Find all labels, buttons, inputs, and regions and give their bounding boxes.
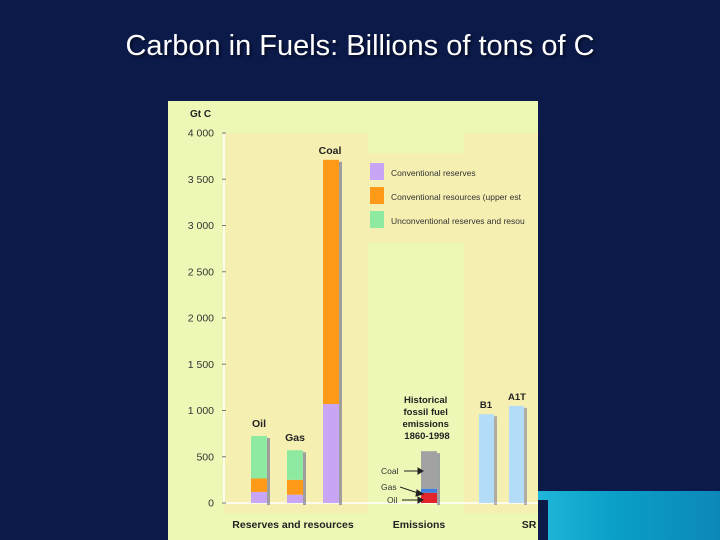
bar-label-oil: Oil <box>252 418 266 430</box>
group-band-reserves <box>224 133 368 513</box>
bar-shadow <box>437 494 440 505</box>
bar-segment-oil-unconventional <box>251 435 267 479</box>
legend-label-conventional-reserves: Conventional reserves <box>391 168 476 178</box>
bar-segment-gas-conventional-reserves <box>287 494 303 503</box>
bar-shadow <box>524 407 527 505</box>
scenario-label-a1t: A1T <box>508 392 526 403</box>
bar-scenario-b1 <box>479 414 494 503</box>
legend-swatch-conventional-resources <box>370 187 384 204</box>
bar-segment-gas-unconventional <box>287 450 303 480</box>
bar-segment-coal-conventional-reserves <box>323 404 339 503</box>
arrow-coal-head <box>417 467 424 475</box>
bar-shadow <box>303 496 306 505</box>
emission-label-oil: Oil <box>387 495 398 505</box>
bar-segment-coal-conventional-resources <box>323 159 339 405</box>
bar-label-gas: Gas <box>285 432 305 444</box>
bar-shadow <box>339 161 342 407</box>
bar-segment-historical-gas <box>421 488 437 493</box>
bar-segment-historical-oil <box>421 492 437 503</box>
bar-shadow <box>303 481 306 497</box>
legend-label-unconventional: Unconventional reserves and resou <box>391 216 525 226</box>
decorative-accent-bar <box>538 491 720 540</box>
bar-segment-gas-conventional-resources <box>287 479 303 495</box>
y-tick-label: 1 000 <box>188 405 214 417</box>
emission-label-gas: Gas <box>381 482 397 492</box>
group-label-sr: SR <box>522 519 537 531</box>
group-label-emissions: Emissions <box>393 519 446 531</box>
y-tick-label: 3 000 <box>188 220 214 232</box>
bar-shadow <box>267 493 270 505</box>
arrow-gas-head <box>415 489 425 497</box>
historical-emissions-annotation: Historical fossil fuel emissions 1860-19… <box>402 395 451 442</box>
y-tick-label: 2 000 <box>188 313 214 325</box>
legend-swatch-unconventional <box>370 211 384 228</box>
group-label-reserves: Reserves and resources <box>232 519 354 531</box>
y-axis-label: Gt C <box>190 109 211 120</box>
y-tick-label: 500 <box>196 451 214 463</box>
bar-segment-oil-conventional-reserves <box>251 491 267 503</box>
y-tick-label: 2 500 <box>188 266 214 278</box>
bars-layer <box>251 159 527 505</box>
legend-swatch-conventional-reserves <box>370 163 384 180</box>
arrow-oil-head <box>417 496 424 504</box>
bar-shadow <box>267 480 270 494</box>
y-tick-label: 0 <box>208 498 214 510</box>
decorative-accent-notch <box>538 500 548 540</box>
bar-scenario-a1t <box>509 405 524 503</box>
carbon-fuels-chart: Gt C 0 500 1 000 1 500 2 000 2 500 3 000 3 500 4… <box>168 101 538 540</box>
bar-segment-oil-conventional-resources <box>251 478 267 492</box>
emission-label-coal: Coal <box>381 466 399 476</box>
legend-label-conventional-resources: Conventional resources (upper est <box>391 192 522 202</box>
bar-shadow <box>267 437 270 481</box>
y-tick-label: 4 000 <box>188 128 214 140</box>
bar-segment-historical-coal <box>421 451 437 489</box>
bar-shadow <box>437 453 440 491</box>
bar-shadow <box>303 452 306 482</box>
legend: Conventional reserves Conventional resou… <box>359 153 538 243</box>
bar-shadow <box>494 416 497 505</box>
arrow-gas <box>399 486 419 494</box>
bar-shadow <box>437 490 440 495</box>
bar-shadow <box>339 406 342 505</box>
emission-arrows <box>399 467 425 504</box>
y-tick-label: 1 500 <box>188 359 214 371</box>
scenario-label-b1: B1 <box>480 400 493 411</box>
bar-label-coal: Coal <box>319 145 342 157</box>
slide-title: Carbon in Fuels: Billions of tons of C <box>125 30 595 62</box>
y-axis-ticks: 0 500 1 000 1 500 2 000 2 500 3 000 3 500 4 000 <box>188 128 226 510</box>
y-tick-label: 3 500 <box>188 174 214 186</box>
legend-box <box>359 153 538 243</box>
